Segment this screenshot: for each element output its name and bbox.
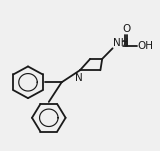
Text: NH: NH (113, 38, 128, 48)
Text: 2: 2 (121, 40, 126, 49)
Text: O: O (122, 24, 130, 34)
Text: OH: OH (137, 41, 153, 51)
Text: N: N (75, 73, 83, 83)
